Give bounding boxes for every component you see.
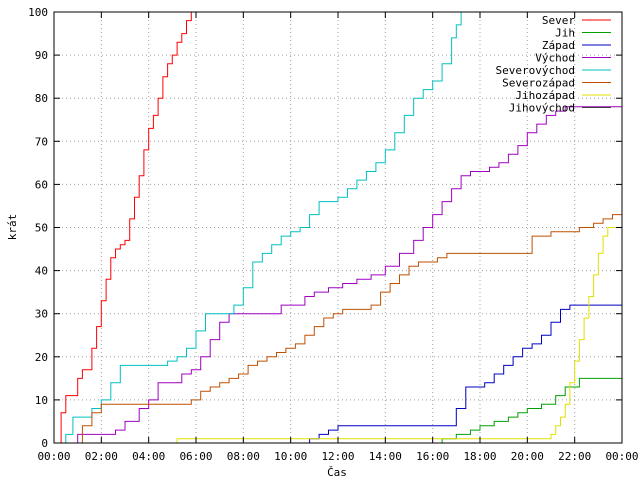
- x-axis-label: Čas: [327, 466, 347, 479]
- x-tick-label: 00:00: [605, 450, 638, 463]
- y-tick-label: 50: [35, 222, 48, 235]
- x-tick-label: 00:00: [37, 450, 70, 463]
- legend-label: Sever: [542, 14, 575, 27]
- y-tick-label: 0: [41, 437, 48, 450]
- x-tick-label: 10:00: [274, 450, 307, 463]
- series-layer: [54, 12, 623, 444]
- y-tick-label: 60: [35, 178, 48, 191]
- y-tick-label: 40: [35, 265, 48, 278]
- y-axis-label: krát: [6, 214, 19, 241]
- y-tick-label: 10: [35, 394, 48, 407]
- legend-label: Jihovýchod: [509, 102, 575, 115]
- legend-label: Jih: [555, 27, 575, 40]
- series-line-5: [54, 205, 623, 444]
- x-tick-label: 14:00: [369, 450, 402, 463]
- x-tick-label: 02:00: [85, 450, 118, 463]
- legend-label: Jihozápad: [515, 89, 575, 102]
- series-line-3: [54, 89, 623, 444]
- y-tick-label: 20: [35, 351, 48, 364]
- series-line-0: [54, 12, 192, 444]
- y-tick-label: 30: [35, 308, 48, 321]
- legend-label: Severozápad: [502, 77, 575, 90]
- x-tick-label: 22:00: [558, 450, 591, 463]
- ticks: 0 10 20 30 40 50 60 70 80 90 100 00:00 02:00 04:00 06:…: [28, 6, 638, 463]
- legend-label: Západ: [542, 39, 575, 52]
- series-line-1: [54, 377, 622, 444]
- series-line-6: [54, 227, 622, 444]
- series-line-4: [54, 12, 462, 444]
- x-tick-label: 18:00: [463, 450, 496, 463]
- x-tick-label: 08:00: [227, 450, 260, 463]
- x-tick-label: 06:00: [179, 450, 212, 463]
- x-tick-label: 16:00: [416, 450, 449, 463]
- y-tick-label: 70: [35, 135, 48, 148]
- x-tick-label: 04:00: [132, 450, 165, 463]
- y-tick-label: 100: [28, 6, 48, 19]
- legend-label: Východ: [535, 52, 575, 65]
- legend: SeverJihZápadVýchodSeverovýchodSeverozáp…: [496, 14, 611, 115]
- legend-label: Severovýchod: [496, 64, 575, 77]
- series-line-2: [54, 304, 622, 444]
- y-tick-label: 90: [35, 49, 48, 62]
- y-tick-label: 80: [35, 92, 48, 105]
- x-tick-label: 20:00: [511, 450, 544, 463]
- x-tick-label: 12:00: [321, 450, 354, 463]
